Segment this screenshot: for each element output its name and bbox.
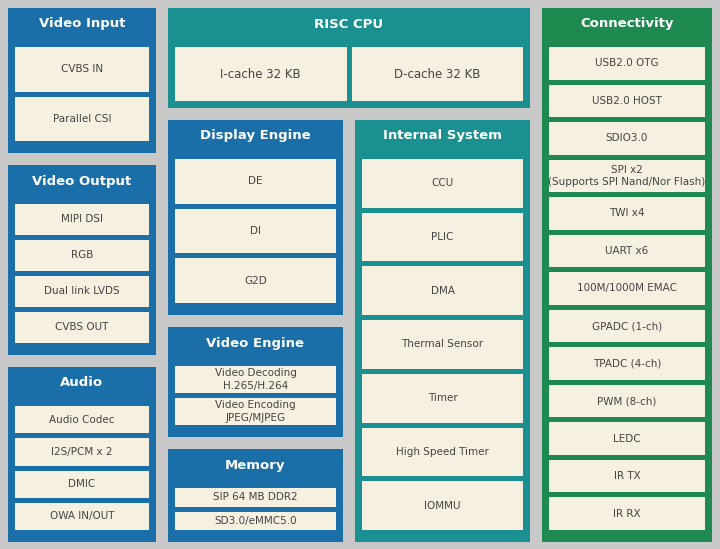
FancyBboxPatch shape	[175, 159, 336, 204]
FancyBboxPatch shape	[168, 449, 343, 542]
Text: MIPI DSI: MIPI DSI	[61, 215, 103, 225]
Text: CCU: CCU	[431, 178, 454, 188]
Text: High Speed Timer: High Speed Timer	[396, 447, 489, 457]
FancyBboxPatch shape	[549, 348, 705, 380]
Text: Audio Codec: Audio Codec	[49, 414, 114, 424]
FancyBboxPatch shape	[362, 159, 523, 208]
Text: RGB: RGB	[71, 250, 93, 260]
FancyBboxPatch shape	[549, 85, 705, 117]
Text: CVBS OUT: CVBS OUT	[55, 322, 109, 333]
Text: SD3.0/eMMC5.0: SD3.0/eMMC5.0	[214, 516, 297, 526]
FancyBboxPatch shape	[549, 197, 705, 229]
FancyBboxPatch shape	[15, 406, 149, 433]
Text: SDIO3.0: SDIO3.0	[606, 133, 648, 143]
FancyBboxPatch shape	[8, 367, 156, 542]
Text: Video Output: Video Output	[32, 175, 132, 188]
FancyBboxPatch shape	[549, 272, 705, 305]
Text: USB2.0 HOST: USB2.0 HOST	[592, 96, 662, 106]
Text: SIP 64 MB DDR2: SIP 64 MB DDR2	[213, 492, 298, 502]
Text: Audio: Audio	[60, 377, 104, 389]
Text: I2S/PCM x 2: I2S/PCM x 2	[51, 447, 113, 457]
FancyBboxPatch shape	[15, 470, 149, 498]
FancyBboxPatch shape	[15, 438, 149, 466]
FancyBboxPatch shape	[175, 47, 346, 101]
Text: Thermal Sensor: Thermal Sensor	[402, 339, 484, 350]
FancyBboxPatch shape	[362, 481, 523, 530]
Text: UART x6: UART x6	[606, 246, 649, 256]
Text: DMIC: DMIC	[68, 479, 96, 489]
Text: D-cache 32 KB: D-cache 32 KB	[394, 68, 480, 81]
Text: SPI x2
(Supports SPI Nand/Nor Flash): SPI x2 (Supports SPI Nand/Nor Flash)	[549, 165, 706, 187]
FancyBboxPatch shape	[175, 209, 336, 253]
FancyBboxPatch shape	[355, 120, 530, 542]
FancyBboxPatch shape	[15, 503, 149, 530]
Text: Internal System: Internal System	[383, 130, 502, 143]
FancyBboxPatch shape	[362, 212, 523, 261]
FancyBboxPatch shape	[15, 240, 149, 271]
FancyBboxPatch shape	[362, 374, 523, 423]
FancyBboxPatch shape	[549, 160, 705, 192]
FancyBboxPatch shape	[549, 234, 705, 267]
FancyBboxPatch shape	[549, 497, 705, 530]
FancyBboxPatch shape	[15, 276, 149, 307]
FancyBboxPatch shape	[8, 8, 156, 153]
Text: CVBS IN: CVBS IN	[61, 64, 103, 74]
Text: RISC CPU: RISC CPU	[315, 18, 384, 31]
FancyBboxPatch shape	[549, 460, 705, 492]
FancyBboxPatch shape	[549, 47, 705, 80]
FancyBboxPatch shape	[168, 327, 343, 437]
Text: USB2.0 OTG: USB2.0 OTG	[595, 58, 659, 68]
Text: DE: DE	[248, 176, 263, 186]
FancyBboxPatch shape	[175, 398, 336, 425]
FancyBboxPatch shape	[168, 120, 343, 315]
FancyBboxPatch shape	[362, 266, 523, 315]
Text: Memory: Memory	[225, 458, 286, 472]
FancyBboxPatch shape	[175, 259, 336, 303]
FancyBboxPatch shape	[15, 312, 149, 343]
Text: G2D: G2D	[244, 276, 267, 285]
Text: PWM (8-ch): PWM (8-ch)	[598, 396, 657, 406]
Text: IR TX: IR TX	[613, 471, 640, 481]
FancyBboxPatch shape	[549, 422, 705, 455]
Text: IOMMU: IOMMU	[424, 501, 461, 511]
FancyBboxPatch shape	[362, 428, 523, 477]
Text: Video Decoding
H.265/H.264: Video Decoding H.265/H.264	[215, 368, 297, 391]
FancyBboxPatch shape	[542, 8, 712, 542]
FancyBboxPatch shape	[175, 488, 336, 507]
Text: I-cache 32 KB: I-cache 32 KB	[220, 68, 301, 81]
Text: TPADC (4-ch): TPADC (4-ch)	[593, 358, 661, 368]
Text: DMA: DMA	[431, 286, 454, 296]
Text: Video Engine: Video Engine	[207, 337, 305, 350]
Text: Parallel CSI: Parallel CSI	[53, 114, 112, 124]
Text: Video Encoding
JPEG/MJPEG: Video Encoding JPEG/MJPEG	[215, 400, 296, 423]
Text: OWA IN/OUT: OWA IN/OUT	[50, 511, 114, 522]
Text: TWI x4: TWI x4	[609, 209, 644, 219]
FancyBboxPatch shape	[168, 8, 530, 108]
Text: DI: DI	[250, 226, 261, 236]
FancyBboxPatch shape	[351, 47, 523, 101]
FancyBboxPatch shape	[15, 204, 149, 235]
FancyBboxPatch shape	[175, 512, 336, 530]
Text: Video Input: Video Input	[39, 18, 125, 31]
FancyBboxPatch shape	[362, 320, 523, 369]
FancyBboxPatch shape	[15, 97, 149, 141]
Text: PLIC: PLIC	[431, 232, 454, 242]
Text: Connectivity: Connectivity	[580, 18, 674, 31]
FancyBboxPatch shape	[549, 310, 705, 343]
FancyBboxPatch shape	[175, 366, 336, 393]
Text: LEDC: LEDC	[613, 434, 641, 444]
Text: Dual link LVDS: Dual link LVDS	[44, 287, 120, 296]
FancyBboxPatch shape	[8, 165, 156, 355]
FancyBboxPatch shape	[15, 47, 149, 92]
Text: Display Engine: Display Engine	[200, 130, 311, 143]
FancyBboxPatch shape	[549, 385, 705, 417]
Text: 100M/1000M EMAC: 100M/1000M EMAC	[577, 283, 677, 294]
FancyBboxPatch shape	[549, 122, 705, 155]
Text: IR RX: IR RX	[613, 509, 641, 519]
Text: GPADC (1-ch): GPADC (1-ch)	[592, 321, 662, 331]
Text: Timer: Timer	[428, 393, 457, 403]
